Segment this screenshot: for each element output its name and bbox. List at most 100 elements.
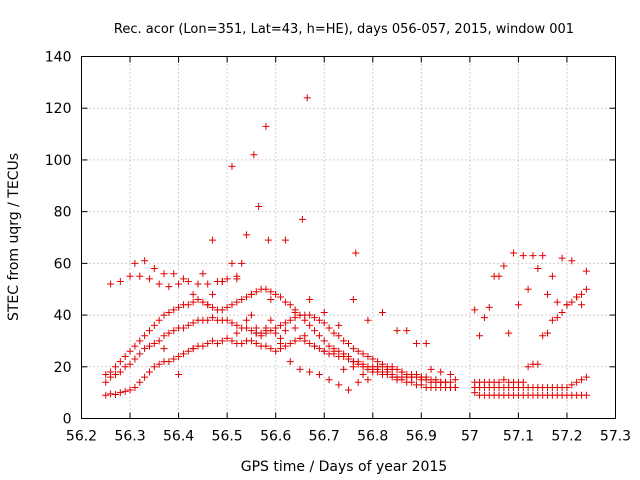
data-point	[189, 345, 197, 353]
data-point	[184, 347, 192, 355]
data-point	[303, 94, 311, 102]
chart-title: Rec. acor (Lon=351, Lat=43, h=HE), days …	[114, 22, 574, 37]
data-point	[364, 376, 372, 384]
data-point	[150, 340, 158, 348]
data-point	[126, 347, 134, 355]
data-point	[277, 321, 285, 329]
data-point	[558, 254, 566, 262]
data-point	[281, 319, 289, 327]
data-point	[165, 308, 173, 316]
data-point	[524, 363, 532, 371]
data-point	[150, 321, 158, 329]
data-point	[121, 387, 129, 395]
data-point	[175, 280, 183, 288]
data-point	[255, 202, 263, 210]
data-point	[573, 293, 581, 301]
data-point	[233, 321, 241, 329]
x-axis: 56.2 56.3 56.4 56.5 56.6 56.7 56.8 56.9 57 57.1 57…	[66, 56, 631, 445]
data-point	[476, 332, 484, 340]
data-point	[340, 350, 348, 358]
data-point	[194, 280, 202, 288]
data-point	[519, 252, 527, 260]
y-axis: 0 20 40 60 80 100 120 140	[45, 50, 616, 428]
x-tick-label: 56.3	[114, 429, 145, 445]
data-point	[393, 376, 401, 384]
data-point	[150, 363, 158, 371]
data-point	[277, 334, 285, 342]
data-point	[311, 342, 319, 350]
data-point	[306, 321, 314, 329]
data-point	[306, 368, 314, 376]
y-tick-label: 100	[45, 153, 72, 169]
data-point	[349, 363, 357, 371]
data-point	[175, 352, 183, 360]
data-point	[281, 236, 289, 244]
data-point	[252, 288, 260, 296]
data-point	[155, 280, 163, 288]
data-point	[578, 290, 586, 298]
data-point	[223, 334, 231, 342]
data-point	[378, 308, 386, 316]
data-point	[553, 298, 561, 306]
data-point	[175, 371, 183, 379]
data-point	[544, 290, 552, 298]
data-point	[451, 376, 459, 384]
data-point	[553, 314, 561, 322]
data-point	[286, 316, 294, 324]
x-tick-label: 56.4	[163, 429, 194, 445]
x-tick-label: 56.9	[406, 429, 437, 445]
data-point	[126, 272, 134, 280]
data-point	[267, 288, 275, 296]
data-point	[155, 316, 163, 324]
data-point	[519, 378, 527, 386]
data-point	[320, 308, 328, 316]
data-point	[213, 340, 221, 348]
data-point	[233, 329, 241, 337]
data-point	[281, 342, 289, 350]
data-point	[534, 360, 542, 368]
data-point	[247, 290, 255, 298]
data-point	[383, 365, 391, 373]
data-point	[582, 285, 590, 293]
data-point	[490, 272, 498, 280]
data-point	[417, 373, 425, 381]
data-point	[480, 314, 488, 322]
data-point	[179, 275, 187, 283]
data-point	[335, 332, 343, 340]
data-point	[311, 327, 319, 335]
data-point	[330, 329, 338, 337]
data-point	[228, 259, 236, 267]
x-tick-label: 56.7	[309, 429, 340, 445]
data-point	[412, 371, 420, 379]
data-point	[320, 319, 328, 327]
data-point	[141, 345, 149, 353]
data-point	[247, 311, 255, 319]
data-point	[408, 373, 416, 381]
data-point	[354, 360, 362, 368]
data-point	[548, 272, 556, 280]
data-point	[422, 340, 430, 348]
data-point	[228, 301, 236, 309]
data-point	[111, 390, 119, 398]
data-point	[145, 368, 153, 376]
data-point	[131, 355, 139, 363]
data-point	[529, 252, 537, 260]
data-point	[349, 345, 357, 353]
data-point	[209, 303, 217, 311]
data-point	[136, 350, 144, 358]
data-point	[189, 298, 197, 306]
data-point	[204, 301, 212, 309]
data-point	[141, 332, 149, 340]
data-points	[102, 94, 590, 399]
data-point	[582, 373, 590, 381]
data-point	[247, 337, 255, 345]
data-point	[116, 368, 124, 376]
data-point	[131, 383, 139, 391]
data-point	[194, 296, 202, 304]
data-point	[286, 358, 294, 366]
data-point	[199, 270, 207, 278]
data-point	[228, 162, 236, 170]
y-tick-label: 40	[54, 308, 72, 324]
data-point	[170, 355, 178, 363]
